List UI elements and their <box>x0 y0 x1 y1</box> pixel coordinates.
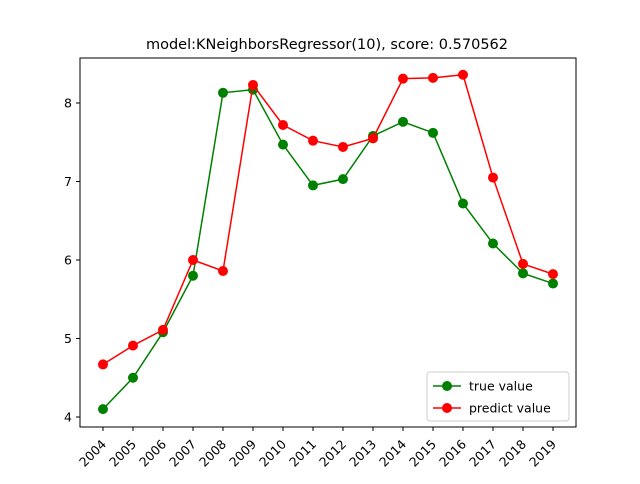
predict-value-line <box>102 73 554 366</box>
legend-box <box>426 371 570 422</box>
predict-value-point <box>98 359 108 370</box>
predict-value-point <box>548 269 558 280</box>
true-value-point <box>428 127 438 138</box>
predict-value-point <box>488 172 498 183</box>
true-value-point <box>398 116 408 127</box>
predict-value-point <box>248 79 258 90</box>
predict-value-point <box>188 255 198 265</box>
true-value-line <box>102 88 554 410</box>
y-tick-label: 6 <box>64 253 72 268</box>
true-value-point <box>188 270 198 281</box>
true-value-point <box>128 372 138 383</box>
legend-predict-value-label: predict value <box>469 401 551 416</box>
true-value-point <box>458 198 468 209</box>
predict-value-point <box>398 73 408 84</box>
axes-frame <box>79 57 577 428</box>
y-tick-label: 8 <box>64 96 72 111</box>
legend-true-value-label: true value <box>469 379 533 394</box>
true-value-point <box>218 87 228 98</box>
predict-value-point <box>218 265 228 276</box>
predict-value-point <box>518 258 528 269</box>
predict-value-point <box>278 119 288 130</box>
predict-value-point <box>158 324 168 335</box>
y-tick-label: 5 <box>64 331 72 346</box>
predict-value-point <box>338 141 348 152</box>
true-value-point <box>548 278 558 289</box>
true-value-point <box>488 238 498 249</box>
predict-value-point <box>368 133 378 144</box>
true-value-point <box>338 174 348 185</box>
y-tick-label: 4 <box>64 410 72 425</box>
y-tick-label: 7 <box>64 174 72 189</box>
true-value-point <box>98 404 108 415</box>
legend-true-value-marker <box>442 381 452 391</box>
true-value-point <box>518 268 528 279</box>
predict-value-point <box>428 72 438 83</box>
predict-value-point <box>128 340 138 351</box>
chart-title: model:KNeighborsRegressor(10), score: 0.… <box>146 37 508 53</box>
legend-predict-value-marker <box>442 403 452 413</box>
true-value-point <box>278 139 288 150</box>
predict-value-point <box>458 69 468 80</box>
true-value-point <box>308 180 318 191</box>
predict-value-point <box>308 135 318 146</box>
